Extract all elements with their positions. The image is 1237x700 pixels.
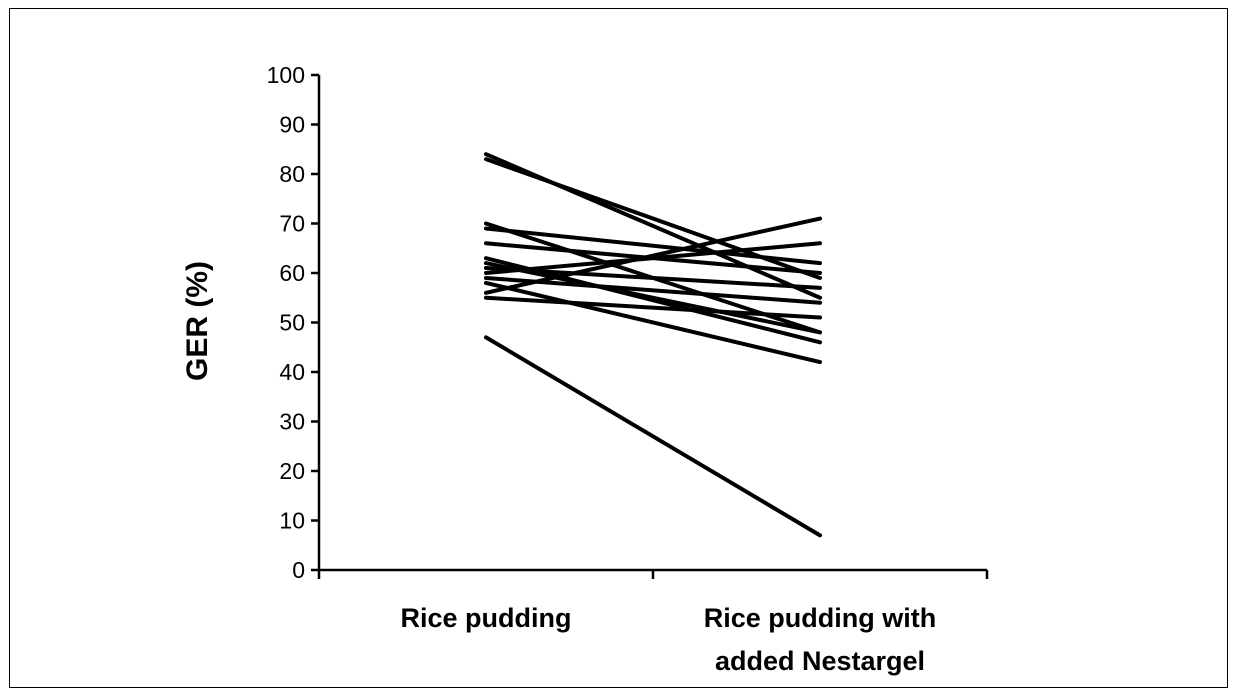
x-category-label: Rice pudding with — [704, 603, 936, 633]
y-ticks: 0 10 20 30 40 50 60 70 80 90 100 — [267, 62, 319, 583]
y-tick-label: 0 — [292, 557, 305, 583]
x-tick-labels: Rice pudding Rice pudding with added Nesta… — [401, 603, 937, 676]
chart-frame — [9, 8, 1228, 688]
series-lines — [484, 152, 822, 538]
y-tick-label: 70 — [279, 211, 305, 237]
series-line-7 — [484, 261, 822, 335]
series-line-11 — [484, 280, 822, 365]
y-tick-label: 100 — [267, 62, 305, 88]
y-tick-label: 60 — [279, 260, 305, 286]
y-axis-title: GER (%) — [181, 261, 214, 381]
x-category-label: added Nestargel — [715, 646, 925, 676]
y-tick-label: 30 — [279, 409, 305, 435]
y-tick-label: 80 — [279, 161, 305, 187]
y-tick-label: 40 — [279, 359, 305, 385]
series-line-12 — [484, 216, 822, 295]
series-line-14 — [484, 335, 822, 538]
series-line-9 — [484, 241, 822, 275]
series-line-13 — [484, 295, 822, 320]
y-tick-label: 90 — [279, 112, 305, 138]
series-line-8 — [484, 266, 822, 290]
y-tick-label: 10 — [279, 508, 305, 534]
x-category-label: Rice pudding — [401, 603, 572, 633]
y-tick-label: 50 — [279, 310, 305, 336]
y-tick-label: 20 — [279, 458, 305, 484]
x-ticks — [317, 570, 989, 579]
series-line-4 — [484, 226, 822, 266]
